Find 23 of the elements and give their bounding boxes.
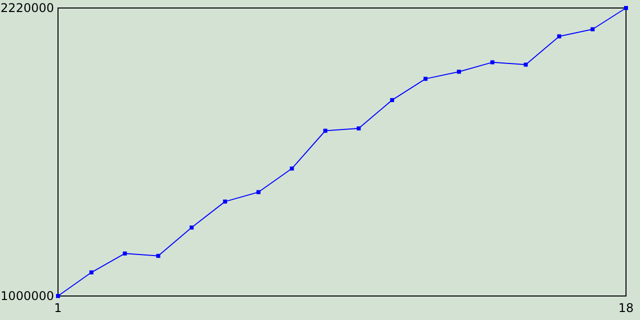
y-tick-label: 1000000 (0, 289, 54, 304)
point (122, 252, 127, 256)
point (524, 62, 528, 67)
point (56, 294, 60, 298)
x-tick-label: 18 (618, 301, 634, 315)
point (190, 226, 194, 230)
y-tick-label: 2220000 (0, 1, 54, 16)
point (390, 98, 394, 102)
point (89, 270, 94, 274)
line-series (56, 6, 628, 298)
point (290, 166, 294, 171)
point (424, 76, 428, 81)
point (323, 128, 328, 133)
point (624, 6, 628, 10)
point (256, 190, 260, 194)
point (490, 60, 494, 64)
point (223, 200, 228, 204)
x-tick-label: 1 (54, 301, 62, 315)
point (356, 126, 361, 130)
point (557, 34, 562, 38)
point (590, 27, 595, 32)
point (156, 254, 160, 258)
point (456, 70, 461, 74)
